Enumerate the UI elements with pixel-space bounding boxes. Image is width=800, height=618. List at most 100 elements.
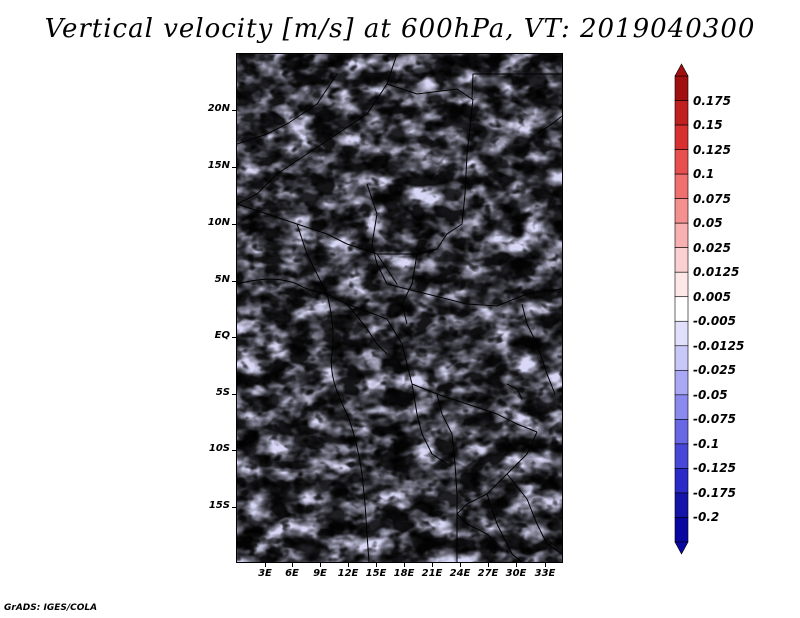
lat-label-5s: 5S [215,387,230,398]
colorbar-label: 0.025 [693,240,731,255]
lon-label-24e: 24E [449,568,471,579]
colorbar-label: -0.0125 [693,338,745,353]
border-line [521,303,556,395]
colorbar-label: 0.005 [693,289,731,304]
lon-label-33e: 33E [534,568,556,579]
colorbar-swatch [674,271,689,298]
border-line [506,383,523,400]
lon-label-3e: 3E [258,568,272,579]
lon-tick [488,563,489,567]
border-line [376,253,398,285]
colorbar-label: 0.15 [693,118,723,133]
border-line [326,293,370,562]
colorbar-top-arrow [674,63,689,77]
colorbar-swatch [674,173,689,199]
border-line [386,73,562,100]
lon-label-6e: 6E [285,568,299,579]
lat-tick [232,507,236,508]
border-line [386,283,562,307]
lon-label-30e: 30E [505,568,527,579]
colorbar-label: -0.05 [693,387,728,402]
chart-title: Vertical velocity [m/s] at 600hPa, VT: 2… [44,14,756,44]
colorbar-label: -0.025 [693,363,736,378]
lon-tick [404,563,405,567]
border-line [366,183,388,285]
colorbar-bottom-arrow [674,541,689,555]
lon-label-27e: 27E [477,568,499,579]
colorbar-swatch [674,149,689,175]
colorbar-swatch [674,198,689,224]
border-line [506,473,562,555]
lon-tick [320,563,321,567]
colorbar-swatch [674,443,689,469]
colorbar-swatch [674,517,689,543]
lon-label-12e: 12E [337,568,359,579]
border-line [237,278,388,355]
border-line [456,431,538,515]
lat-tick [232,450,236,451]
lat-tick [232,281,236,282]
border-line [486,493,523,562]
border-line [436,393,458,562]
lon-tick [348,563,349,567]
colorbar-swatch [674,296,689,322]
vertical-velocity-field [237,54,562,562]
colorbar-swatch [674,100,689,126]
lon-label-21e: 21E [421,568,443,579]
lat-tick [232,167,236,168]
lat-label-eq: EQ [214,330,230,341]
colorbar-label: -0.175 [693,485,736,500]
colorbar-label: 0.075 [693,191,731,206]
colorbar-label: -0.075 [693,412,736,427]
map-panel [236,53,563,563]
border-line [411,383,538,433]
border-line [536,115,562,135]
colorbar-label: 0.1 [693,167,715,182]
lon-tick [545,563,546,567]
border-line [456,513,498,545]
colorbar-swatch [674,124,689,150]
lon-label-15e: 15E [365,568,387,579]
colorbar-label: -0.1 [693,436,720,451]
colorbar-swatch [674,394,689,420]
lat-label-20n: 20N [207,103,230,114]
lat-tick [232,110,236,111]
lat-label-15s: 15S [208,500,230,511]
colorbar-label: 0.05 [693,216,723,231]
lon-tick [460,563,461,567]
colorbar-label: 0.175 [693,93,731,108]
lat-label-15n: 15N [207,160,230,171]
colorbar-swatch [674,419,689,445]
colorbar-swatch [674,492,689,518]
lon-tick [292,563,293,567]
lon-tick [265,563,266,567]
border-line [237,73,338,145]
colorbar-label: -0.005 [693,314,736,329]
colorbar-swatch [674,345,689,371]
colorbar [674,63,689,555]
lon-label-9e: 9E [313,568,327,579]
colorbar-swatch [674,75,689,101]
lat-tick [232,224,236,225]
lat-label-5n: 5N [214,274,230,285]
credit-text: GrADS: IGES/COLA [4,603,98,613]
lat-label-10n: 10N [207,217,230,228]
border-line [416,98,474,255]
lat-label-10s: 10S [208,443,230,454]
colorbar-swatch [674,247,689,273]
colorbar-label: 0.0125 [693,265,740,280]
colorbar-swatch [674,370,689,396]
colorbar-label: 0.125 [693,142,731,157]
lon-tick [516,563,517,567]
lat-tick [232,337,236,338]
lon-tick [376,563,377,567]
colorbar-label: -0.2 [693,510,720,525]
colorbar-swatch [674,222,689,248]
lon-label-18e: 18E [393,568,415,579]
colorbar-label: -0.125 [693,461,736,476]
lon-tick [432,563,433,567]
lat-tick [232,394,236,395]
border-line [237,54,398,205]
border-line [416,413,448,465]
colorbar-swatch [674,320,689,347]
